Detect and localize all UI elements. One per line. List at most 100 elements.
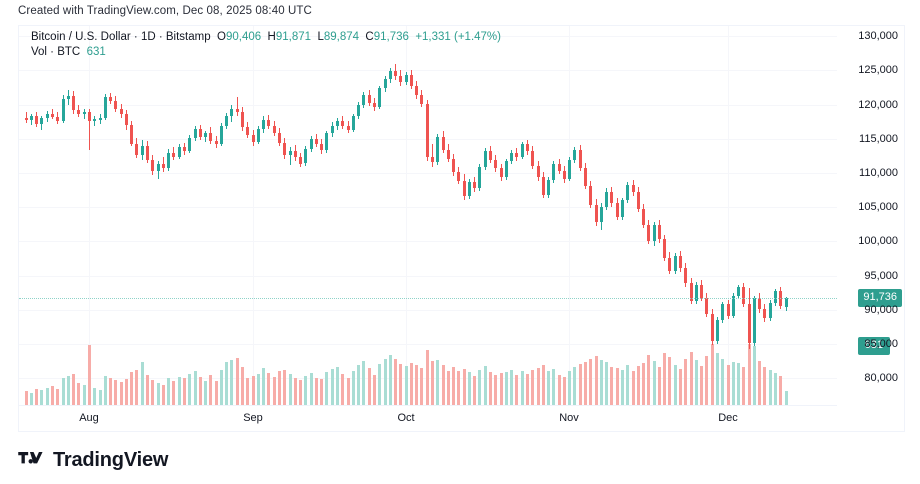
legend-exchange[interactable]: Bitstamp bbox=[165, 31, 211, 43]
candle-body bbox=[583, 167, 587, 187]
legend-open-value: 90,406 bbox=[225, 31, 262, 43]
candle-body bbox=[76, 110, 80, 115]
chart-plot-area[interactable] bbox=[19, 26, 837, 406]
legend-open-label: O bbox=[217, 31, 226, 43]
volume-bar bbox=[361, 360, 365, 406]
candle-body bbox=[536, 165, 540, 178]
volume-bar bbox=[76, 383, 80, 406]
price-axis-label: 130,000 bbox=[858, 30, 898, 43]
candle-body bbox=[419, 95, 423, 104]
candle-body bbox=[699, 284, 703, 298]
legend-low-value: 89,874 bbox=[323, 31, 360, 43]
candle-body bbox=[251, 134, 255, 143]
volume-bar bbox=[245, 377, 249, 406]
time-axis-label: Sep bbox=[243, 412, 263, 424]
attribution-text: Created with TradingView.com, Dec 08, 20… bbox=[18, 5, 312, 17]
volume-bar bbox=[520, 370, 524, 406]
legend-volume-label[interactable]: Vol · BTC bbox=[31, 46, 81, 58]
volume-bar bbox=[208, 375, 212, 406]
candle-body bbox=[119, 108, 123, 115]
candle-body bbox=[39, 118, 43, 124]
candle-body bbox=[525, 144, 529, 152]
volume-bar bbox=[235, 358, 239, 406]
volume-bar bbox=[409, 362, 413, 406]
volume-bar bbox=[193, 371, 197, 406]
volume-bar bbox=[689, 352, 693, 406]
legend-sep-1: · bbox=[130, 31, 141, 43]
volume-bar bbox=[261, 368, 265, 406]
volume-bar bbox=[662, 352, 666, 406]
volume-bar bbox=[282, 369, 286, 406]
footer-branding: TradingView bbox=[18, 449, 168, 472]
volume-bar bbox=[351, 370, 355, 406]
volume-bar bbox=[29, 393, 33, 406]
candle-body bbox=[293, 150, 297, 158]
candle-body bbox=[557, 164, 561, 172]
volume-bar bbox=[615, 368, 619, 406]
candle-body bbox=[50, 113, 54, 117]
candle-body bbox=[261, 119, 265, 130]
candle-body bbox=[462, 180, 466, 197]
volume-bar bbox=[171, 380, 175, 406]
volume-bar bbox=[546, 370, 550, 406]
volume-bar bbox=[182, 377, 186, 406]
price-axis-label: 120,000 bbox=[858, 98, 898, 111]
volume-bar bbox=[536, 367, 540, 406]
legend-interval[interactable]: 1D bbox=[140, 31, 156, 43]
candle-body bbox=[145, 145, 149, 161]
candle-body bbox=[161, 164, 165, 169]
candle-body bbox=[150, 160, 154, 172]
price-scale[interactable]: 91,736 631 130,000 125,000 120,000 115,000 1… bbox=[836, 26, 904, 406]
volume-bar bbox=[256, 374, 260, 406]
volume-bar bbox=[324, 372, 328, 406]
volume-bar bbox=[456, 371, 460, 406]
candle-body bbox=[673, 255, 677, 271]
candle-body bbox=[662, 239, 666, 258]
candle-body bbox=[499, 168, 503, 178]
price-axis-label: 105,000 bbox=[858, 201, 898, 214]
candle-body bbox=[726, 304, 730, 317]
legend-high-label: H bbox=[267, 31, 276, 43]
time-axis-label: Oct bbox=[397, 412, 415, 424]
volume-bar bbox=[567, 371, 571, 406]
candle-body bbox=[171, 152, 175, 157]
volume-bar bbox=[572, 367, 576, 406]
candle-body bbox=[187, 137, 191, 152]
volume-bar bbox=[187, 374, 191, 406]
candle-body bbox=[367, 95, 371, 103]
candle-body bbox=[652, 225, 656, 241]
volume-bar bbox=[757, 361, 761, 406]
price-axis-label: 125,000 bbox=[858, 64, 898, 77]
gridline-horizontal bbox=[19, 70, 837, 72]
candle-body bbox=[567, 160, 571, 180]
volume-bar bbox=[620, 370, 624, 406]
candle-body bbox=[129, 125, 133, 144]
volume-bar bbox=[45, 387, 49, 406]
candle-body bbox=[646, 225, 650, 241]
time-scale[interactable]: Aug Sep Oct Nov Dec bbox=[19, 405, 837, 431]
candle-body bbox=[277, 132, 281, 143]
candle-body bbox=[113, 101, 117, 109]
candle-body bbox=[272, 125, 276, 133]
candle-body bbox=[546, 179, 550, 195]
candle-body bbox=[92, 119, 96, 122]
chart-frame: Bitcoin / U.S. Dollar · 1D · Bitstamp O9… bbox=[18, 25, 905, 432]
volume-bar bbox=[71, 374, 75, 406]
volume-bar bbox=[493, 374, 497, 406]
legend-symbol[interactable]: Bitcoin / U.S. Dollar bbox=[31, 31, 131, 43]
volume-bar bbox=[134, 370, 138, 406]
volume-bar bbox=[715, 352, 719, 406]
candle-body bbox=[256, 129, 260, 143]
gridline-horizontal bbox=[19, 309, 837, 311]
candle-body bbox=[604, 191, 608, 207]
volume-bar bbox=[467, 372, 471, 406]
volume-bar bbox=[398, 364, 402, 406]
candle-body bbox=[562, 171, 566, 180]
candle-body bbox=[245, 127, 249, 135]
candle-body bbox=[361, 95, 365, 105]
volume-bar bbox=[298, 379, 302, 406]
price-axis-label: 90,000 bbox=[864, 303, 898, 316]
volume-bar bbox=[773, 373, 777, 406]
candle-body bbox=[435, 136, 439, 163]
